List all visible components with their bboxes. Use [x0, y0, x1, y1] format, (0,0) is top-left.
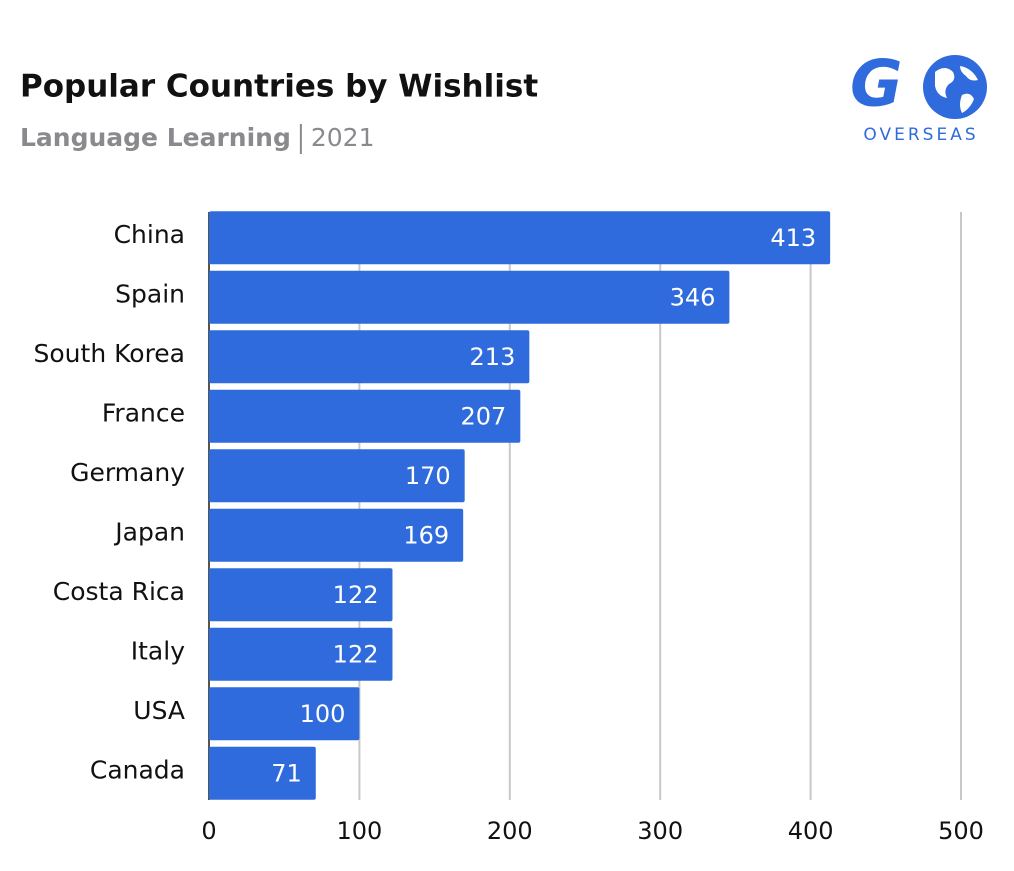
y-tick-label: Canada	[90, 755, 185, 784]
bar	[209, 687, 360, 741]
value-label: 71	[271, 759, 302, 787]
value-label: 207	[461, 402, 507, 430]
x-tick-label: 0	[201, 817, 216, 845]
y-tick-label: France	[102, 398, 185, 427]
y-tick-label: Costa Rica	[53, 577, 185, 606]
y-tick-label: Spain	[115, 279, 185, 308]
logo-land	[935, 66, 978, 113]
chart-title: Popular Countries by Wishlist	[20, 69, 538, 105]
value-label: 169	[403, 521, 449, 549]
bar	[209, 211, 831, 265]
bar	[209, 449, 465, 503]
x-tick-label: 500	[938, 817, 984, 845]
logo-globe	[923, 55, 987, 119]
x-tick-label: 100	[336, 817, 382, 845]
x-tick-label: 400	[788, 817, 834, 845]
bar	[209, 508, 464, 562]
value-label: 122	[333, 640, 379, 668]
x-tick-label: 300	[637, 817, 683, 845]
logo: G OVERSEAS	[850, 48, 987, 145]
value-label: 122	[333, 581, 379, 609]
logo-tagline: OVERSEAS	[863, 125, 978, 145]
logo-text: G	[850, 48, 903, 122]
bar	[209, 568, 393, 622]
value-label: 213	[470, 343, 516, 371]
bar	[209, 389, 521, 443]
value-label: 100	[300, 700, 346, 728]
value-label: 413	[770, 224, 816, 252]
x-tick-label: 200	[487, 817, 533, 845]
y-tick-label: USA	[133, 696, 185, 725]
bar	[209, 330, 530, 384]
bar	[209, 746, 316, 800]
y-tick-label: Japan	[113, 517, 185, 546]
chart-subtitle-date: 2021	[311, 123, 375, 152]
y-tick-label: South Korea	[34, 339, 185, 368]
bar	[209, 627, 393, 681]
value-label: 170	[405, 462, 451, 490]
y-tick-label: Germany	[70, 458, 185, 487]
chart-subtitle: Language Learning	[20, 123, 291, 152]
value-label: 346	[670, 283, 716, 311]
y-tick-label: Italy	[131, 636, 185, 665]
bar	[209, 270, 730, 324]
y-tick-label: China	[114, 220, 185, 249]
